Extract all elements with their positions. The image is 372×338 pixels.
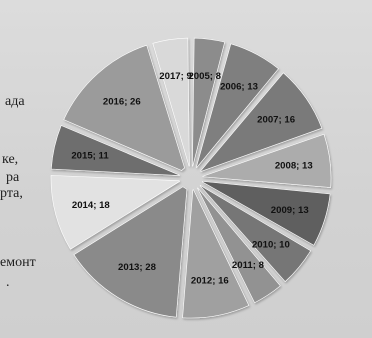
pie-slice-2017 (152, 37, 190, 167)
pie-label-2016: 2016; 26 (103, 96, 141, 107)
pie-label-2014: 2014; 18 (72, 200, 111, 211)
pie-label-2015: 2015; 11 (71, 150, 109, 161)
pie-slice-2015 (50, 125, 180, 176)
background-text-line: ке, (2, 152, 19, 167)
pie-slice-2016 (63, 44, 185, 171)
pie-label-2006: 2006; 13 (220, 82, 258, 93)
pie-label-2010: 2010; 10 (252, 239, 290, 250)
background-text-line: . (6, 275, 10, 290)
pie-slice-2013 (73, 186, 188, 318)
pie-slice-2012 (182, 189, 250, 319)
pie-slice-2006 (195, 43, 279, 168)
pie-slice-2005 (192, 37, 226, 167)
pie-slice-2008 (202, 133, 332, 188)
pie-label-2012: 2012; 16 (191, 275, 229, 286)
pie-slice-2009 (201, 181, 331, 246)
pie-label-2009: 2009; 13 (271, 205, 309, 216)
pie-slices (50, 37, 332, 319)
pie-label-2017: 2017; 9 (159, 71, 192, 82)
pie-slice-2010 (199, 185, 312, 283)
pie-label-2007: 2007; 16 (257, 114, 295, 125)
pie-slice-2007 (200, 72, 323, 172)
background-text-line: рта, (0, 186, 23, 201)
pie-slice-2011 (197, 187, 281, 304)
pie-label-2011: 2011; 8 (232, 260, 265, 271)
pie-slice-2014 (50, 175, 180, 250)
pie-label-2005: 2005; 8 (188, 71, 221, 82)
pie-label-2008: 2008; 13 (275, 161, 313, 172)
background-text-line: емонт (0, 255, 36, 270)
background-text-line: ра (6, 170, 20, 185)
background-text-line: ада (5, 94, 25, 109)
pie-label-2013: 2013; 28 (118, 262, 157, 273)
